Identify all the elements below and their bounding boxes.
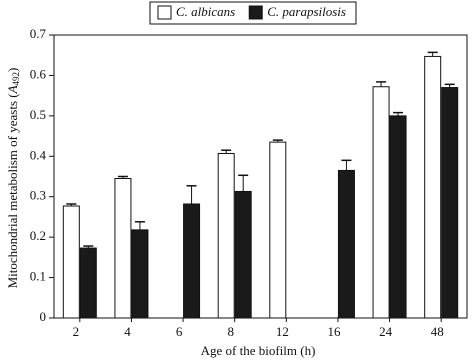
bar	[337, 169, 355, 319]
bar	[79, 247, 97, 319]
x-tick-label: 6	[176, 324, 183, 339]
plot-frame	[53, 34, 468, 319]
x-tick-label: 24	[379, 324, 393, 339]
legend-swatch	[157, 5, 172, 20]
bar	[269, 141, 287, 319]
legend-label: C. parapsilosis	[267, 4, 346, 19]
y-axis-label: Mitochondrial metabolism of yeasts (A492…	[5, 68, 21, 289]
x-tick-label: 8	[227, 324, 234, 339]
y-tick-label: 0.7	[30, 26, 47, 41]
x-tick-label: 4	[124, 324, 131, 339]
x-tick-label: 16	[327, 324, 341, 339]
legend-label: C. albicans	[176, 4, 235, 19]
y-tick-label: 0.6	[30, 66, 47, 81]
x-tick-label: 12	[276, 324, 289, 339]
y-label-subscript: 492	[11, 72, 21, 86]
y-label-symbol: A	[5, 85, 20, 94]
bar	[114, 178, 132, 319]
bar	[441, 87, 459, 319]
bar	[234, 190, 252, 319]
bar	[131, 229, 149, 319]
y-tick-label: 0.1	[30, 269, 46, 284]
y-tick-label: 0.2	[30, 228, 46, 243]
bar	[217, 152, 235, 319]
x-axis-label: Age of the biofilm (h)	[201, 343, 316, 358]
x-tick-label: 2	[73, 324, 80, 339]
bar	[389, 115, 407, 319]
bar	[424, 55, 442, 319]
y-tick-label: 0.3	[30, 188, 46, 203]
y-tick-label: 0.5	[30, 107, 46, 122]
legend-swatch	[248, 5, 263, 20]
bar	[183, 203, 201, 319]
y-tick-label: 0	[40, 309, 47, 324]
y-label-close: )	[5, 68, 20, 72]
x-tick-label: 48	[431, 324, 444, 339]
bar	[372, 86, 390, 319]
y-tick-label: 0.4	[30, 147, 47, 162]
y-label-text: Mitochondrial metabolism of yeasts (	[5, 93, 20, 288]
bar	[62, 205, 80, 319]
